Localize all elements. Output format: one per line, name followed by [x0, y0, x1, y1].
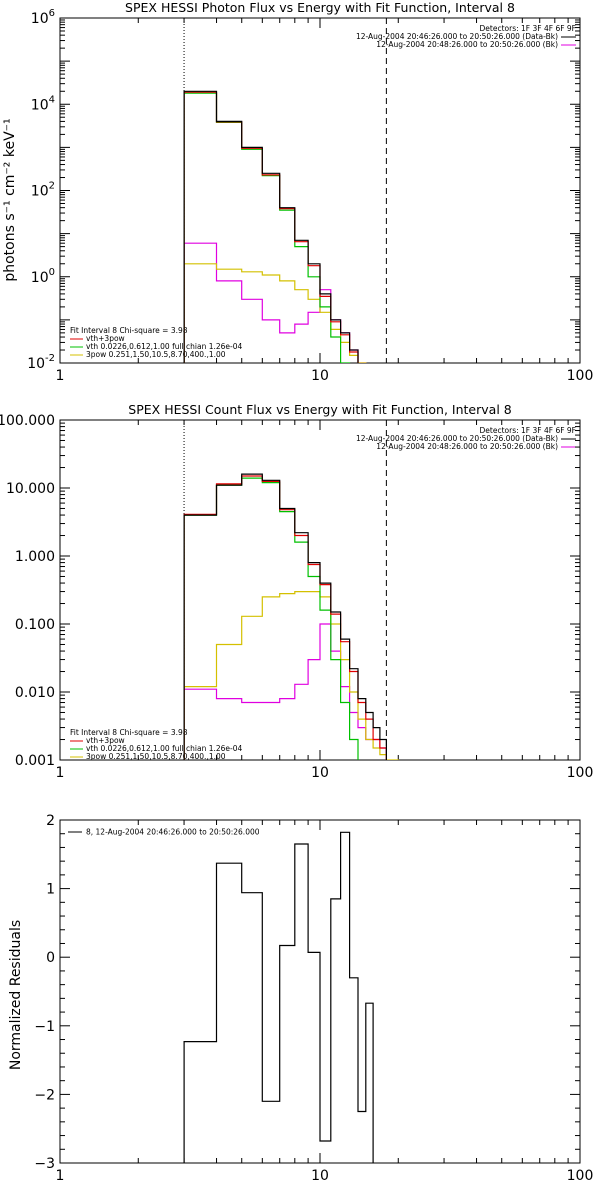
- count-flux-series-vth: [183, 477, 359, 760]
- count-flux-legend-right: Detectors: 1F 3F 4F 6F 9F 12-Aug-2004 20…: [356, 426, 576, 451]
- residuals-y-tick-label: 1: [46, 882, 55, 898]
- photon-flux-y-tick-label: 10-2: [27, 353, 55, 372]
- count-flux-detectors-label: Detectors: 1F 3F 4F 6F 9F: [480, 426, 576, 435]
- count-flux-x-tick-label-10: 10: [311, 765, 329, 781]
- photon-flux-y-tick-label: 100: [31, 267, 55, 286]
- photon-flux-x-tick-label-100: 100: [567, 368, 594, 384]
- residuals-y-tick-label: 0: [46, 950, 55, 966]
- count-flux-legend-entry-data: 12-Aug-2004 20:46:26.000 to 20:50:26.000…: [356, 434, 558, 443]
- count-flux-title: SPEX HESSI Count Flux vs Energy with Fit…: [128, 402, 511, 417]
- photon-flux-series-data-bk: [183, 90, 359, 363]
- count-flux-x-tick-label-100: 100: [567, 765, 594, 781]
- photon-flux-legend-entry-fit: vth+3pow: [86, 334, 125, 343]
- photon-flux-x-tick-label-1: 1: [56, 368, 65, 384]
- photon-flux-series-vth: [183, 92, 351, 363]
- residuals-panel: Normalized Residuals 8, 12-Aug-2004 20:4…: [8, 813, 593, 1184]
- residuals-legend-entry: 8, 12-Aug-2004 20:46:26.000 to 20:50:26.…: [86, 828, 260, 837]
- count-flux-series-3pow: [183, 591, 399, 760]
- residuals-data-area: [183, 831, 374, 1163]
- residuals-ylabel: Normalized Residuals: [8, 920, 24, 1070]
- residuals-x-tick-label-100: 100: [567, 1168, 594, 1184]
- count-flux-legend-entry-bk: 12-Aug-2004 20:48:26.000 to 20:50:26.000…: [376, 442, 558, 451]
- photon-flux-legend-entry-data: 12-Aug-2004 20:46:26.000 to 20:50:26.000…: [356, 32, 558, 41]
- count-flux-y-tick-label: 0.100: [15, 617, 55, 633]
- photon-flux-panel: SPEX HESSI Photon Flux vs Energy with Fi…: [2, 0, 593, 384]
- photon-flux-data-area: [183, 90, 367, 363]
- photon-flux-y-tick-label: 104: [31, 94, 55, 113]
- residuals-series-residuals: [183, 831, 374, 1163]
- count-flux-series-data-bk: [183, 473, 387, 760]
- count-flux-y-tick-label: 0.010: [15, 685, 55, 701]
- residuals-legend: 8, 12-Aug-2004 20:46:26.000 to 20:50:26.…: [68, 828, 260, 837]
- photon-flux-y-tick-label: 106: [31, 8, 55, 27]
- photon-flux-legend-right: Detectors: 1F 3F 4F 6F 9F 12-Aug-2004 20…: [356, 24, 576, 49]
- photon-flux-legend-entry-bk: 12-Aug-2004 20:48:26.000 to 20:50:26.000…: [376, 40, 558, 49]
- photon-flux-legend-entry-vth: vth 0.0226,0.612,1.00 full chian 1.26e-0…: [86, 342, 243, 351]
- photon-flux-legend-left: Fit Interval 8 Chi-square = 3.98 vth+3po…: [70, 326, 243, 359]
- count-flux-panel: SPEX HESSI Count Flux vs Energy with Fit…: [0, 402, 593, 781]
- photon-flux-series-3pow: [183, 263, 367, 363]
- photon-flux-x-tick-label-10: 10: [311, 368, 329, 384]
- photon-flux-title: SPEX HESSI Photon Flux vs Energy with Fi…: [125, 0, 515, 15]
- residuals-y-tick-label: 2: [46, 813, 55, 829]
- count-flux-y-tick-label: 10.000: [6, 481, 55, 497]
- photon-flux-legend-entry-3pow: 3pow 0.251,1.50,10.5,8.70,400.,1.00: [86, 350, 226, 359]
- photon-flux-y-tick-label: 102: [31, 181, 55, 200]
- count-flux-fit-info: Fit Interval 8 Chi-square = 3.98: [70, 728, 188, 737]
- count-flux-legend-entry-3pow: 3pow 0.251,1.50,10.5,8.70,400.,1.00: [86, 752, 226, 761]
- count-flux-y-tick-label: 0.001: [15, 753, 55, 769]
- photon-flux-series-vth-3pow: [183, 91, 359, 363]
- residuals-y-tick-label: −1: [34, 1019, 55, 1035]
- count-flux-x-tick-label-1: 1: [56, 765, 65, 781]
- residuals-x-tick-label-10: 10: [311, 1168, 329, 1184]
- residuals-y-tick-label: −2: [34, 1087, 55, 1103]
- count-flux-legend-entry-fit: vth+3pow: [86, 736, 125, 745]
- count-flux-data-area: [183, 473, 399, 760]
- photon-flux-fit-info: Fit Interval 8 Chi-square = 3.98: [70, 326, 188, 335]
- count-flux-series-bk: [183, 623, 387, 760]
- photon-flux-ylabel: photons s⁻¹ cm⁻² keV⁻¹: [2, 118, 18, 281]
- count-flux-y-tick-label: 100.000: [0, 413, 55, 429]
- count-flux-legend-entry-vth: vth 0.0226,0.612,1.00 full chian 1.26e-0…: [86, 744, 243, 753]
- count-flux-series-vth-3pow: [183, 475, 387, 760]
- count-flux-y-tick-label: 1.000: [15, 549, 55, 565]
- residuals-x-tick-label-1: 1: [56, 1168, 65, 1184]
- count-flux-legend-left: Fit Interval 8 Chi-square = 3.98 vth+3po…: [70, 728, 243, 761]
- residuals-y-tick-label: −3: [34, 1156, 55, 1172]
- photon-flux-detectors-label: Detectors: 1F 3F 4F 6F 9F: [480, 24, 576, 33]
